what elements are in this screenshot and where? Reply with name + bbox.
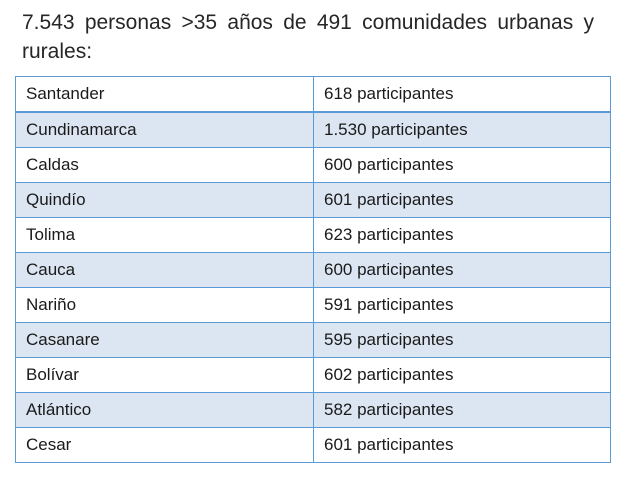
- department-cell: Santander: [15, 76, 314, 113]
- participants-cell: 618 participantes: [313, 76, 611, 113]
- participants-cell: 595 participantes: [313, 322, 611, 358]
- participants-cell: 600 participantes: [313, 252, 611, 288]
- participants-table-body: Santander 618 participantes Cundinamarca…: [15, 76, 611, 463]
- department-cell: Cesar: [15, 427, 314, 463]
- department-cell: Atlántico: [15, 392, 314, 428]
- table-row: Santander 618 participantes: [15, 76, 611, 113]
- participants-table: Santander 618 participantes Cundinamarca…: [15, 76, 611, 463]
- table-row: Nariño 591 participantes: [15, 287, 611, 323]
- table-row: Bolívar 602 participantes: [15, 357, 611, 393]
- department-cell: Casanare: [15, 322, 314, 358]
- department-cell: Cauca: [15, 252, 314, 288]
- table-row: Casanare 595 participantes: [15, 322, 611, 358]
- department-cell: Bolívar: [15, 357, 314, 393]
- participants-cell: 600 participantes: [313, 147, 611, 183]
- table-row: Cauca 600 participantes: [15, 252, 611, 288]
- table-row: Caldas 600 participantes: [15, 147, 611, 183]
- participants-cell: 602 participantes: [313, 357, 611, 393]
- table-row: Tolima 623 participantes: [15, 217, 611, 253]
- table-row: Cesar 601 participantes: [15, 427, 611, 463]
- participants-cell: 601 participantes: [313, 182, 611, 218]
- participants-cell: 601 participantes: [313, 427, 611, 463]
- participants-cell: 582 participantes: [313, 392, 611, 428]
- table-row: Atlántico 582 participantes: [15, 392, 611, 428]
- table-row: Quindío 601 participantes: [15, 182, 611, 218]
- department-cell: Tolima: [15, 217, 314, 253]
- department-cell: Quindío: [15, 182, 314, 218]
- page-heading: 7.543 personas >35 años de 491 comunidad…: [22, 11, 594, 63]
- participants-cell: 1.530 participantes: [313, 111, 611, 148]
- participants-cell: 591 participantes: [313, 287, 611, 323]
- department-cell: Caldas: [15, 147, 314, 183]
- department-cell: Cundinamarca: [15, 111, 314, 148]
- table-row: Cundinamarca 1.530 participantes: [15, 111, 611, 148]
- participants-cell: 623 participantes: [313, 217, 611, 253]
- department-cell: Nariño: [15, 287, 314, 323]
